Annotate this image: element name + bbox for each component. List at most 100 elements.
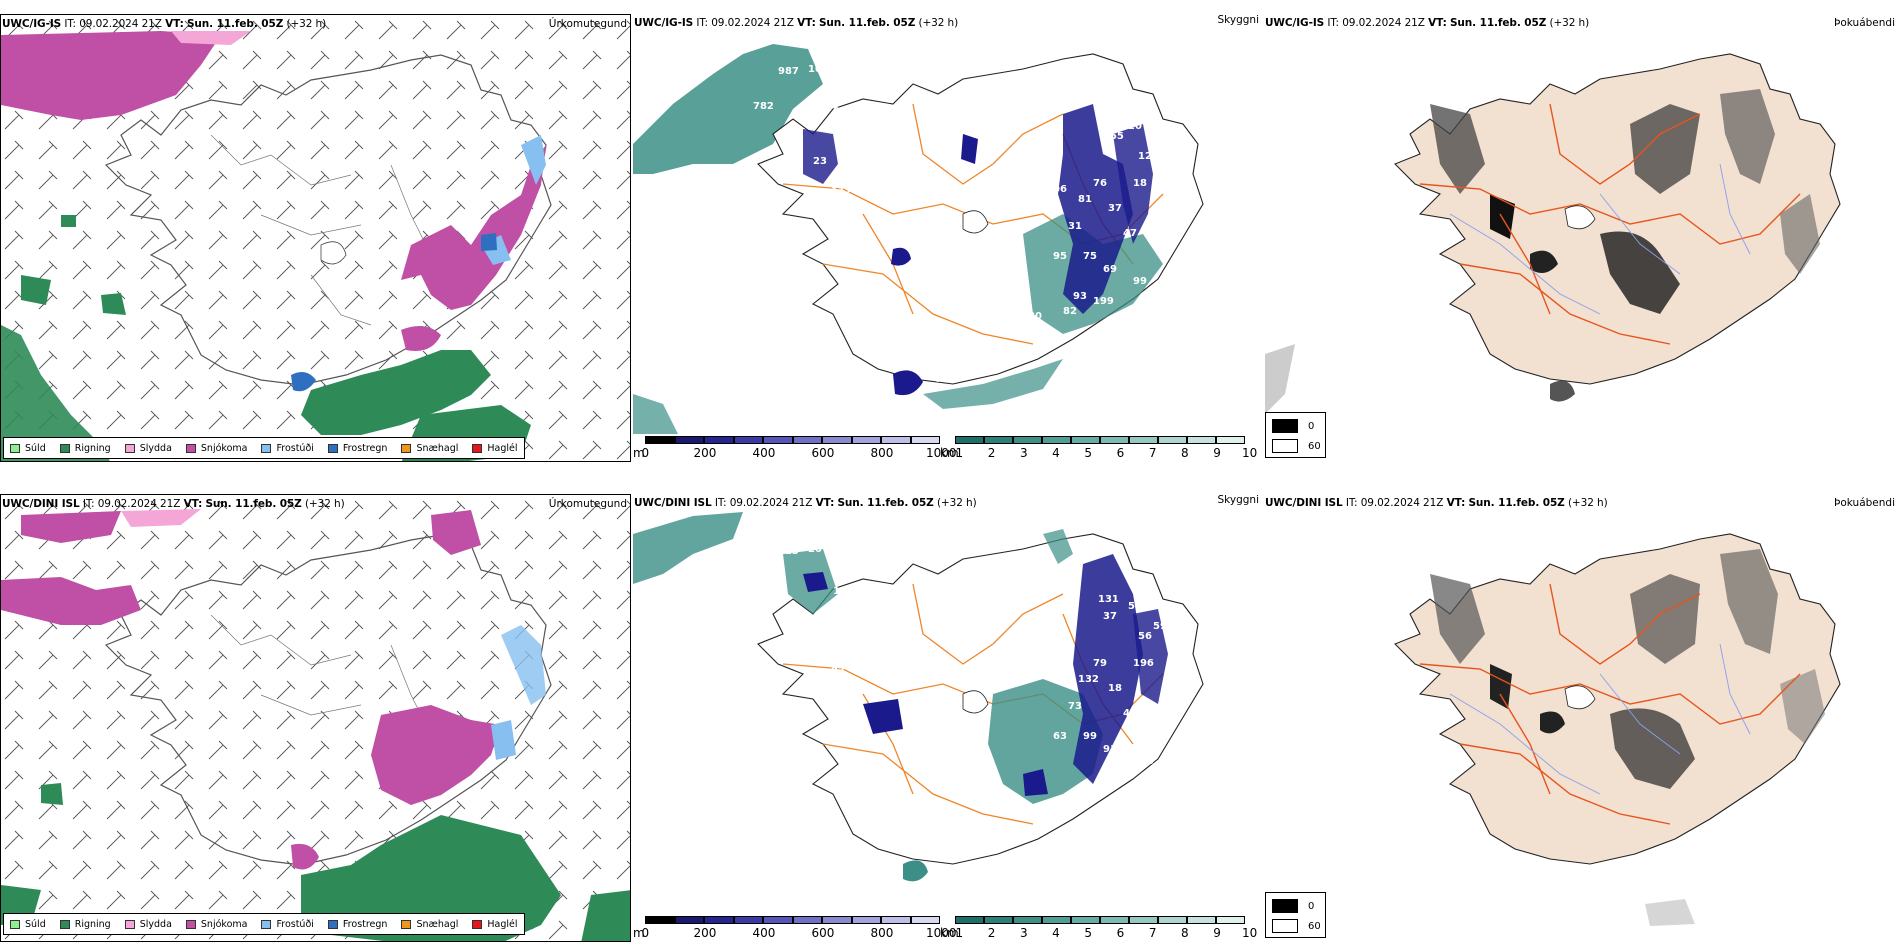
- colorbar-segment: [645, 436, 675, 444]
- colorbar-tick: 4: [1052, 926, 1060, 940]
- fog-legend-swatch: [1272, 439, 1298, 453]
- visibility-value-label: 99: [1133, 276, 1147, 287]
- colorbar-tick: 800: [870, 926, 894, 940]
- colorbar-segment: [1013, 916, 1042, 924]
- legend-item: Rigning: [59, 442, 111, 454]
- visibility-value-label: 20: [808, 544, 822, 555]
- colorbar-tick: 5: [1084, 446, 1093, 460]
- colorbar-tick: 6: [1116, 446, 1125, 460]
- it-value: 09.02.2024 21Z: [729, 497, 813, 509]
- visibility-value-label: 37: [1103, 611, 1117, 622]
- visibility-value-label: 016: [833, 106, 854, 117]
- legend-item: Frostúði: [261, 919, 314, 930]
- colorbar-segment: [1042, 916, 1071, 924]
- visibility-value-label: 92: [988, 651, 1002, 662]
- it-value: 09.02.2024 21Z: [1360, 497, 1444, 509]
- visibility-value-label: 57: [833, 651, 847, 662]
- legend-label: Rigning: [74, 442, 111, 454]
- visibility-value-label: 54: [1128, 601, 1142, 612]
- lead-time: (+32 h): [1567, 497, 1608, 509]
- visibility-value-label: 186: [1133, 756, 1154, 767]
- legend-swatch: [327, 919, 338, 929]
- colorbar-tick: 2: [987, 446, 996, 460]
- vt-label: VT:: [1428, 17, 1447, 29]
- visibility-value-label: 81: [1078, 194, 1092, 205]
- visibility-value-label: 37: [1108, 203, 1122, 214]
- it-value: 09.02.2024 21Z: [711, 17, 794, 29]
- visibility-value-label: 125: [778, 546, 799, 557]
- visibility-value-label: 132: [1078, 674, 1099, 685]
- visibility-value-label: 93: [1073, 291, 1087, 302]
- colorbar-segment: [851, 436, 881, 444]
- fog-header: UWC/DINI ISL IT: 09.02.2024 21Z VT: Sun.…: [1265, 497, 1608, 509]
- legend-label: Haglél: [487, 918, 518, 930]
- colorbar-tick: 200: [693, 926, 717, 940]
- colorbar-segment: [1071, 436, 1100, 444]
- panel-title: Úrkomutegund: [548, 18, 627, 30]
- visibility-value-label: 80: [1028, 311, 1042, 322]
- legend-swatch: [472, 443, 483, 453]
- lead-time: (+32 h): [1549, 17, 1590, 29]
- lead-time: (+32 h): [286, 18, 327, 30]
- precip-header: UWC/DINI ISL IT: 09.02.2024 21Z VT: Sun.…: [2, 498, 345, 510]
- visibility-colorbar: m 0 200 400 600 800 1000 km 1 2 3 4 5 6 7 8 9 10: [633, 914, 1263, 942]
- colorbar-tick: 7: [1148, 446, 1157, 460]
- visibility-value-label: 56: [1138, 631, 1152, 642]
- colorbar-segment: [792, 916, 822, 924]
- colorbar-segment: [1129, 916, 1158, 924]
- lead-time: (+32 h): [304, 498, 345, 510]
- colorbar-tick: 3: [1019, 926, 1028, 940]
- legend-swatch: [401, 919, 412, 929]
- colorbar-tick: 600: [811, 926, 835, 940]
- model-name: UWC/DINI ISL: [1265, 497, 1343, 509]
- legend-label: Snæhagl: [416, 918, 459, 930]
- vt-value: Sun. 11.feb. 05Z: [186, 18, 284, 30]
- colorbar-tick: 5: [1084, 926, 1093, 940]
- colorbar-tick: 1: [955, 446, 964, 460]
- vt-value: Sun. 11.feb. 05Z: [1468, 497, 1565, 509]
- it-label: IT:: [64, 18, 76, 30]
- colorbar-tick: 1000: [926, 446, 957, 460]
- colorbar-segment: [984, 916, 1013, 924]
- fog-legend-item: 60: [1272, 439, 1321, 453]
- visibility-value-label: 61: [1008, 324, 1022, 335]
- legend-swatch: [59, 443, 70, 453]
- fog-index-map-igis: UWC/IG-IS IT: 09.02.2024 21Z VT: Sun. 11…: [1265, 14, 1900, 462]
- visibility-value-label: 95: [1053, 251, 1067, 262]
- precip-map-canvas: [1, 495, 630, 941]
- legend-swatch: [124, 443, 135, 453]
- visibility-value-label: 75: [1083, 251, 1097, 262]
- fog-legend-label: 0: [1308, 420, 1315, 432]
- vt-label: VT:: [797, 17, 816, 29]
- visibility-value-label: 117: [831, 186, 852, 197]
- legend-swatch: [261, 919, 272, 929]
- colorbar-tick: 6: [1116, 926, 1125, 940]
- vt-value: Sun. 11.feb. 05Z: [205, 498, 302, 510]
- colorbar-segment: [1071, 916, 1100, 924]
- visibility-header: UWC/DINI ISL IT: 09.02.2024 21Z VT: Sun.…: [634, 497, 977, 509]
- colorbar-tick: 0: [641, 446, 650, 460]
- visibility-value-label: 31: [1068, 221, 1082, 232]
- colorbar-segment: [881, 916, 911, 924]
- visibility-value-label: 196: [1133, 658, 1154, 669]
- colorbar-unit: m: [633, 446, 645, 460]
- visibility-value-label: 180: [848, 121, 869, 132]
- fog-map-canvas: [1265, 53, 1841, 414]
- it-value: 09.02.2024 21Z: [1342, 17, 1425, 29]
- colorbar-segment: [822, 916, 852, 924]
- colorbar-segment: [1100, 436, 1129, 444]
- visibility-value-label: 91: [1103, 744, 1117, 755]
- visibility-value-label: 50: [1098, 114, 1112, 125]
- colorbar-segment: [1129, 436, 1158, 444]
- panel-title: Skyggni: [1217, 14, 1260, 26]
- legend-swatch: [59, 919, 70, 929]
- precip-map-canvas: [1, 15, 630, 461]
- precip-legend: Súld Rigning Slydda Snjókoma Frostúði Frostre…: [3, 437, 525, 459]
- fog-legend: 0 60: [1265, 892, 1326, 938]
- visibility-value-label: 18: [1108, 683, 1122, 694]
- precip-header: UWC/IG-IS IT: 09.02.2024 21Z VT: Sun. 11…: [2, 18, 326, 30]
- colorbar-segment: [955, 916, 984, 924]
- colorbar-tick: 600: [811, 446, 835, 460]
- colorbar-segment: [704, 436, 734, 444]
- precip-type-map-dini: UWC/DINI ISL IT: 09.02.2024 21Z VT: Sun.…: [0, 494, 631, 942]
